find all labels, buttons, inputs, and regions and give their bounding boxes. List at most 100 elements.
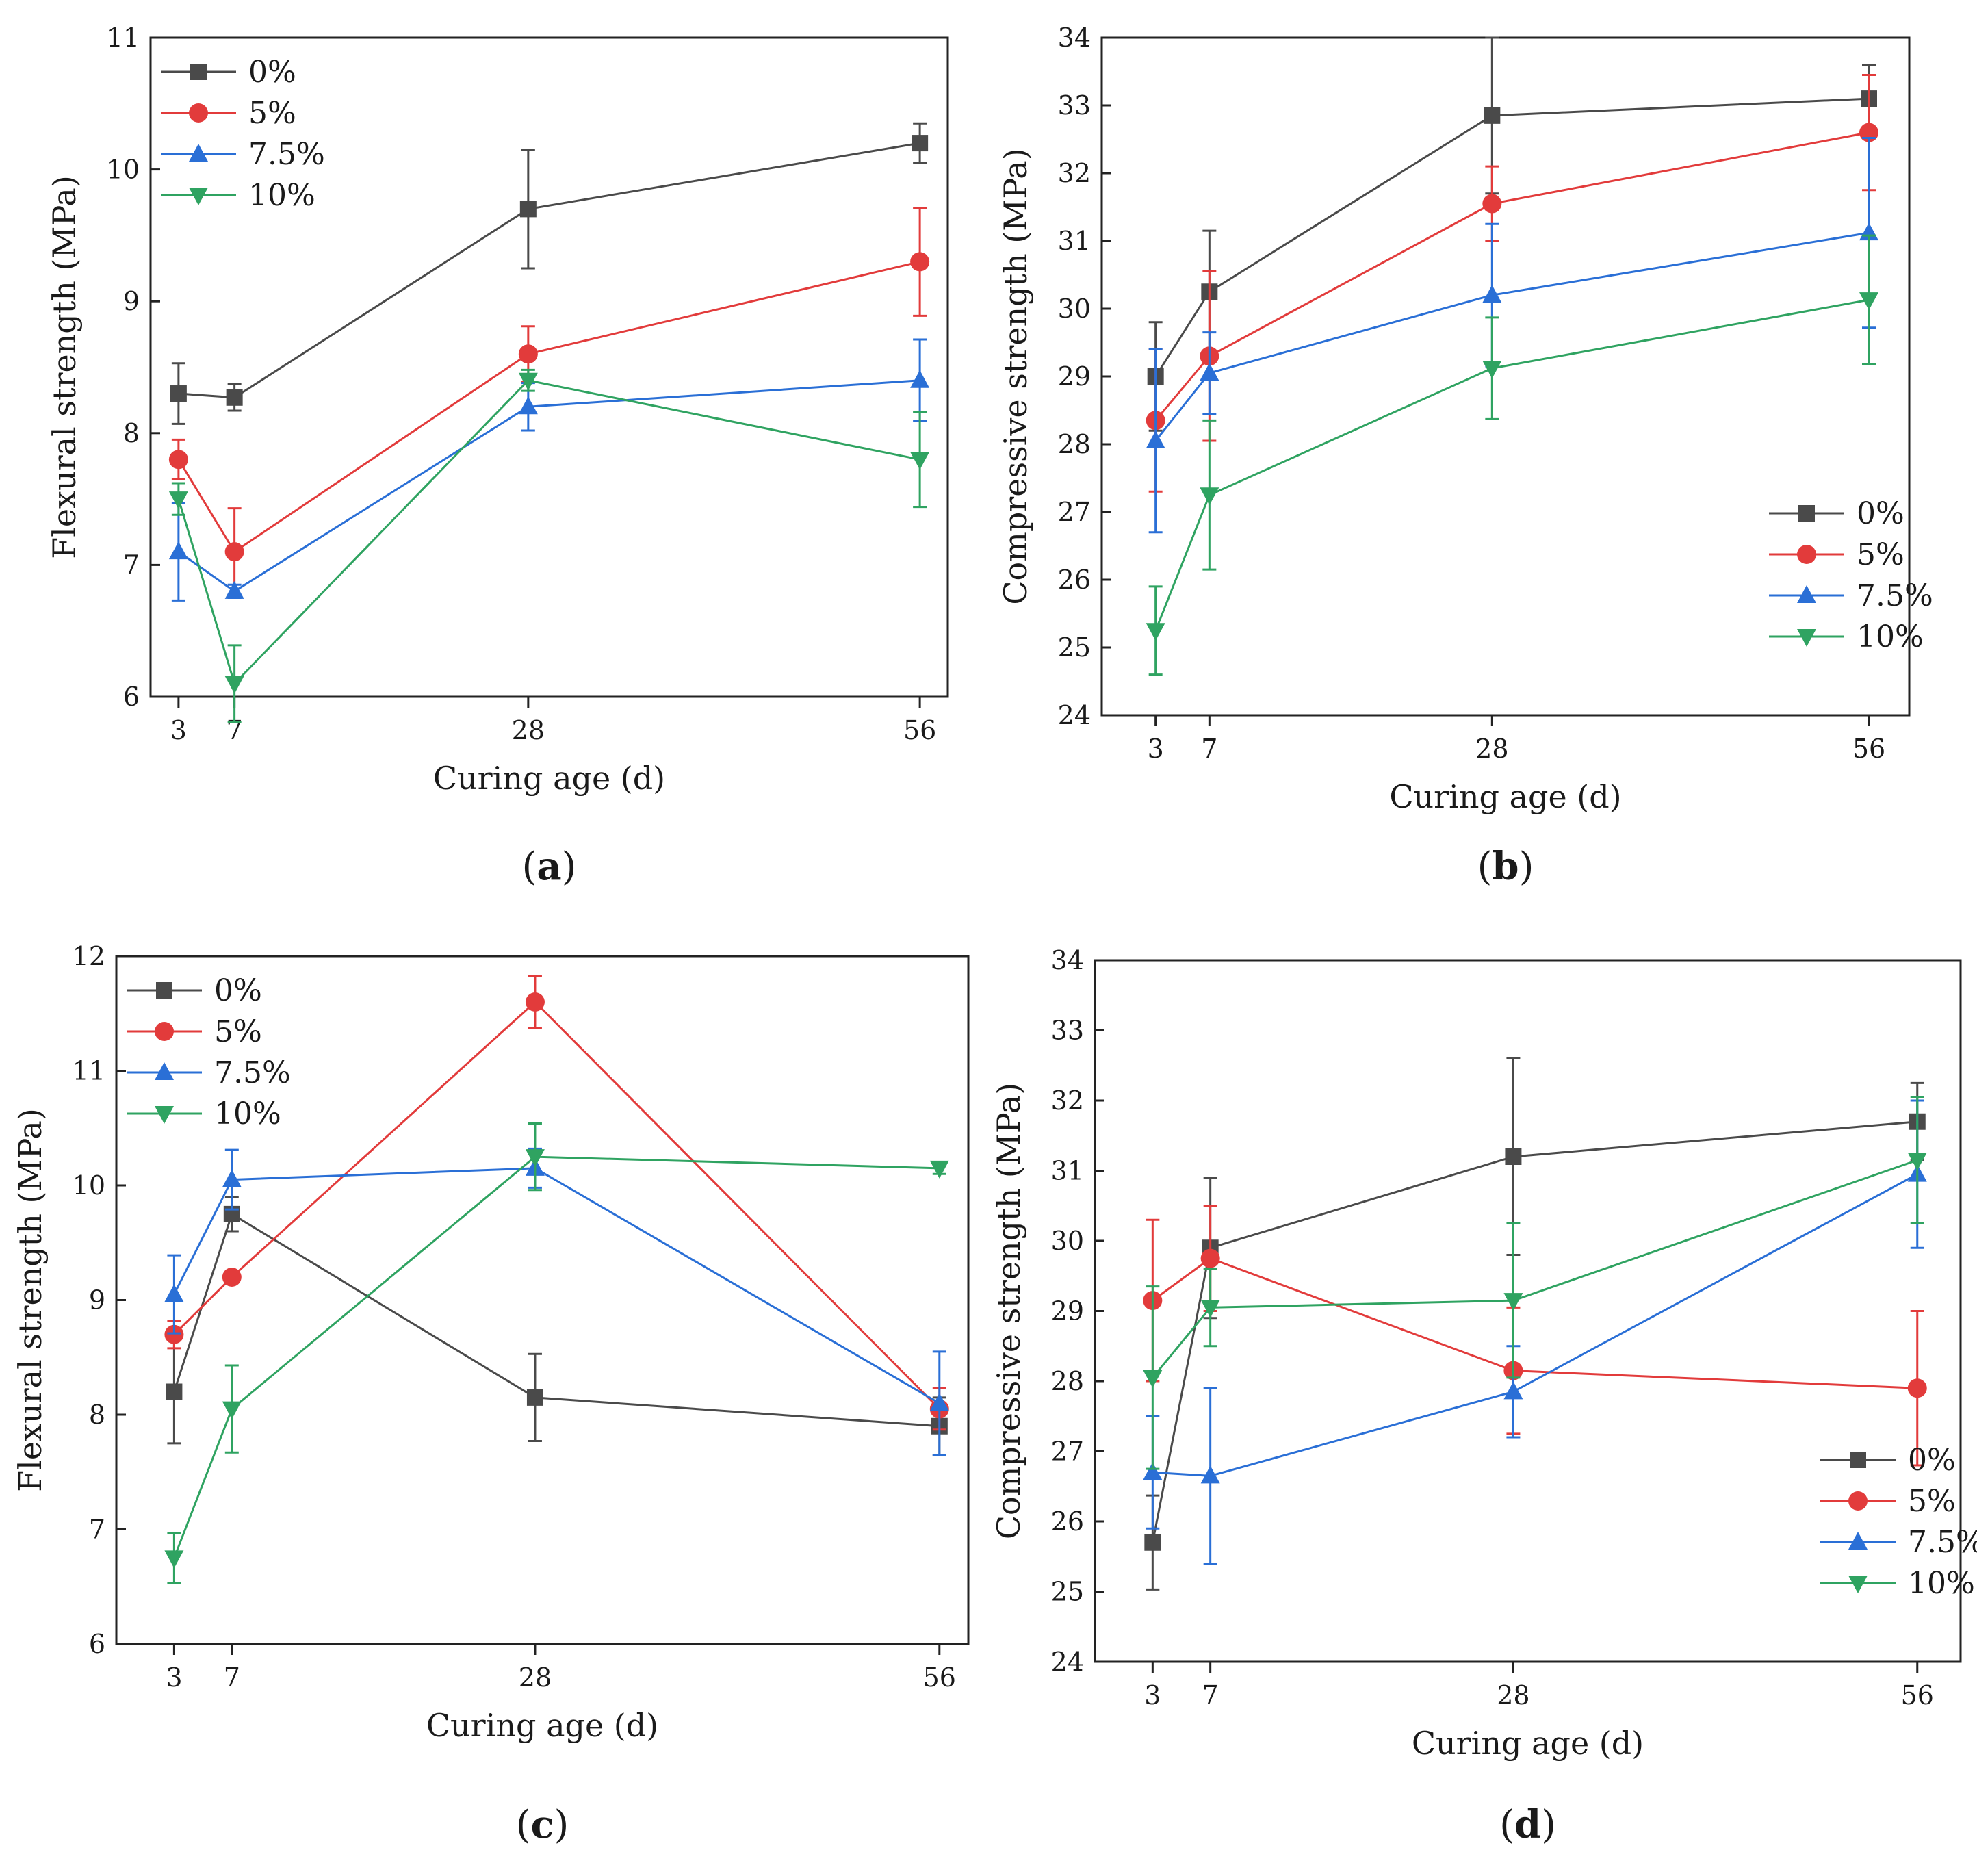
chart-panel-d: 24 25 26 27 28 29 30 31 32 33 34 3 7 28 56 Curing age (…: [990, 945, 1977, 1847]
data-point: [912, 135, 929, 152]
legend-marker: [1798, 505, 1815, 522]
series-line: [1154, 131, 1870, 422]
y-axis-title: Flexural strength (MPa): [12, 1108, 49, 1492]
y-tick-label: 26: [1058, 565, 1091, 595]
series-line: [1152, 1159, 1918, 1378]
y-tick-label: 9: [89, 1285, 105, 1315]
data-point: [1200, 1248, 1220, 1268]
series-7-5pct: [168, 338, 930, 602]
y-tick-label: 9: [123, 286, 140, 316]
series-line: [1154, 97, 1870, 377]
data-point: [1146, 431, 1165, 449]
x-axis-title: Curing age (d): [426, 1707, 658, 1744]
data-point: [1859, 292, 1878, 311]
legend-label: 0%: [248, 55, 296, 90]
legend-label: 5%: [248, 96, 296, 131]
data-point: [1503, 1381, 1523, 1400]
legend-label: 10%: [248, 178, 315, 213]
x-axis-title: Curing age (d): [1412, 1725, 1644, 1762]
y-tick-label: 8: [123, 418, 140, 448]
y-tick-label: 7: [89, 1515, 105, 1545]
y-tick-label: 26: [1051, 1506, 1084, 1537]
legend: 0% 5% 7.5% 10%: [161, 55, 325, 213]
data-point: [1200, 487, 1219, 506]
series-line: [178, 379, 920, 593]
data-point: [164, 1284, 184, 1302]
x-tick-label: 28: [512, 715, 545, 745]
y-tick-label: 34: [1051, 945, 1084, 975]
series-line: [173, 1000, 940, 1410]
legend: 0% 5% 7.5% 10%: [127, 973, 291, 1131]
x-tick-label: 7: [1201, 734, 1217, 764]
data-point: [1484, 107, 1501, 124]
data-point: [164, 1324, 184, 1344]
y-tick-label: 33: [1051, 1016, 1084, 1046]
x-tick-label: 28: [1475, 734, 1508, 764]
panel-label: (c): [516, 1802, 569, 1847]
data-point: [1907, 1153, 1927, 1171]
y-tick-label: 31: [1051, 1156, 1084, 1186]
y-axis-title: Compressive strength (MPa): [990, 1083, 1027, 1539]
y-tick-label: 33: [1058, 90, 1091, 120]
data-point: [910, 252, 930, 272]
y-tick-label: 6: [89, 1629, 105, 1659]
data-point: [1200, 363, 1219, 381]
data-point: [1146, 623, 1165, 641]
legend-marker: [1797, 629, 1816, 647]
legend-label: 10%: [1908, 1566, 1975, 1601]
data-point: [525, 992, 545, 1012]
legend-marker: [1850, 1452, 1866, 1468]
data-point: [929, 1393, 949, 1411]
y-tick-label: 10: [107, 155, 140, 185]
x-tick-label: 56: [1901, 1680, 1934, 1710]
legend-marker: [156, 982, 172, 999]
data-point: [168, 541, 188, 560]
y-tick-label: 24: [1051, 1647, 1084, 1677]
legend-label: 10%: [214, 1096, 281, 1131]
series-7-5pct: [1143, 1099, 1927, 1565]
data-point: [1482, 194, 1502, 214]
data-point: [1144, 1534, 1161, 1551]
y-tick-label: 30: [1051, 1226, 1084, 1256]
x-tick-label: 56: [923, 1662, 956, 1693]
legend-marker: [189, 103, 208, 123]
series-line: [1152, 1257, 1917, 1389]
legend: 0% 5% 7.5% 10%: [1769, 496, 1933, 654]
data-point: [910, 370, 930, 388]
y-tick-label: 31: [1058, 226, 1091, 256]
y-tick-label: 7: [123, 550, 140, 580]
legend-label: 10%: [1857, 619, 1924, 654]
legend-label: 7.5%: [214, 1055, 291, 1090]
legend-marker: [1797, 585, 1816, 603]
data-point: [1482, 285, 1502, 303]
y-tick-label: 10: [73, 1170, 105, 1200]
y-tick-label: 25: [1058, 632, 1091, 663]
x-tick-label: 3: [166, 1662, 182, 1693]
series-0pct: [170, 122, 929, 425]
chart-panel-c: 6 7 8 9 10 11 12 3 7 28 56 Curing age (d) Flexural s…: [12, 941, 970, 1847]
data-point: [168, 450, 188, 470]
panel-label: (a): [521, 844, 576, 889]
data-point: [226, 389, 243, 406]
y-tick-label: 8: [89, 1400, 105, 1430]
y-tick-label: 24: [1058, 700, 1091, 730]
series-line: [178, 142, 920, 399]
legend-label: 7.5%: [248, 137, 325, 172]
y-tick-label: 32: [1051, 1085, 1084, 1116]
y-axis-title: Flexural strength (MPa): [46, 175, 83, 559]
data-point: [910, 452, 930, 470]
series-line: [173, 1167, 940, 1404]
legend-marker: [1797, 545, 1816, 564]
data-point: [1200, 1465, 1220, 1484]
x-tick-label: 3: [1144, 1680, 1161, 1710]
data-point: [164, 1550, 184, 1569]
series-10pct: [1146, 234, 1878, 676]
legend-label: 7.5%: [1857, 578, 1933, 613]
data-point: [1143, 1462, 1163, 1480]
data-point: [1143, 1370, 1163, 1388]
legend-label: 0%: [1908, 1443, 1956, 1478]
data-point: [222, 1401, 242, 1419]
series-line: [173, 1155, 940, 1558]
y-tick-label: 28: [1051, 1366, 1084, 1396]
